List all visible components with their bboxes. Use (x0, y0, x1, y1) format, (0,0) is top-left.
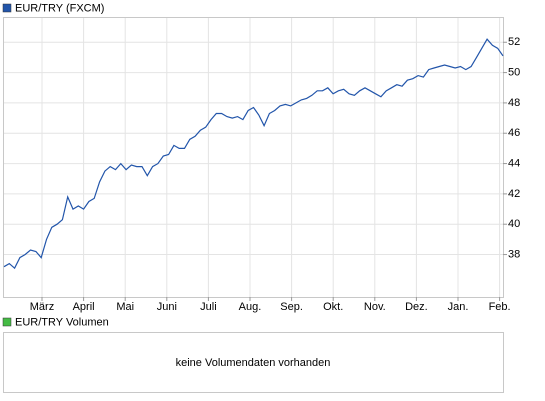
x-tick-label: April (73, 301, 95, 313)
legend-label: EUR/TRY Volumen (15, 316, 109, 328)
x-tick-label: Dez. (405, 301, 428, 313)
x-tick-label: Juli (200, 301, 217, 313)
x-tick-label: Mai (116, 301, 134, 313)
volume-message: keine Volumendaten vorhanden (176, 357, 331, 369)
price-line (3, 38, 504, 270)
plot-frame (3, 17, 504, 298)
x-tick-label: Okt. (323, 301, 343, 313)
y-tick-label: 42 (508, 188, 520, 200)
x-tick-label: Aug. (239, 301, 262, 313)
y-tick-label: 48 (508, 97, 520, 109)
x-tick-label: Sep. (280, 301, 303, 313)
legend-swatch (2, 317, 12, 327)
volume-frame (3, 332, 504, 393)
x-tick-label: Juni (157, 301, 177, 313)
y-tick-label: 44 (508, 157, 520, 169)
y-tick-label: 52 (508, 36, 520, 48)
legend-label: EUR/TRY (FXCM) (15, 2, 104, 14)
y-tick-label: 50 (508, 66, 520, 78)
legend-swatch (2, 3, 12, 13)
x-tick-label: Nov. (364, 301, 386, 313)
x-tick-label: März (30, 301, 54, 313)
x-tick-label: Feb. (489, 301, 511, 313)
y-tick-label: 40 (508, 218, 520, 230)
x-tick-label: Jan. (448, 301, 469, 313)
y-tick-label: 38 (508, 248, 520, 260)
y-tick-label: 46 (508, 127, 520, 139)
